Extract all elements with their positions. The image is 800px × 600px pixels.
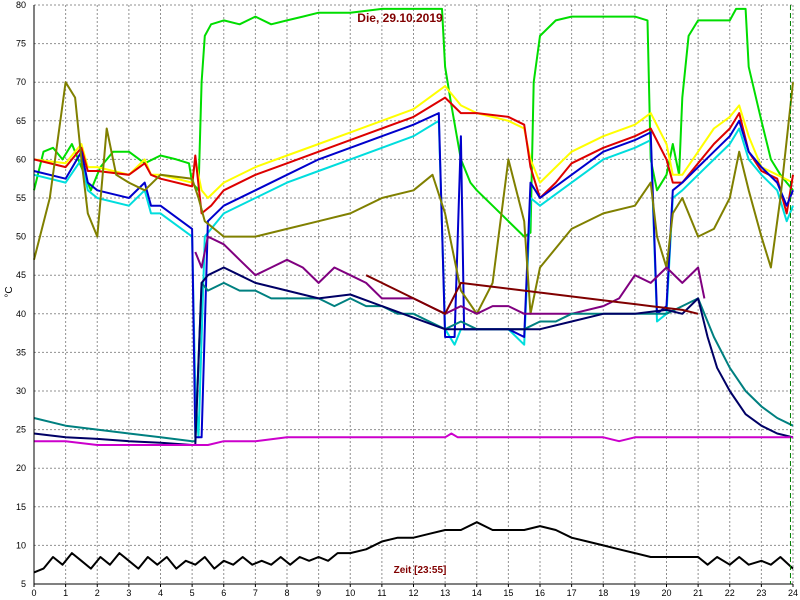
x-tick-label: 0 [31, 588, 36, 598]
x-axis-label: Zeit [23:55] [394, 565, 447, 576]
y-axis-label: °C [4, 286, 15, 297]
y-tick-label: 40 [16, 309, 26, 319]
y-tick-label: 20 [16, 463, 26, 473]
x-tick-labels: 0 1 2 3 4 5 6 7 8 9 10 11 12 13 14 15 16 17 18 19 20 21 22 23 24 [31, 584, 798, 598]
y-tick-label: 75 [16, 39, 26, 49]
y-tick-label: 15 [16, 502, 26, 512]
y-tick-label: 25 [16, 425, 26, 435]
series-line-1 [33, 7, 794, 238]
x-tick-label: 9 [316, 588, 321, 598]
series-line-3 [33, 96, 794, 215]
x-tick-label: 8 [284, 588, 289, 598]
x-tick-label: 18 [598, 588, 608, 598]
y-tick-label: 45 [16, 270, 26, 280]
y-tick-label: 70 [16, 77, 26, 87]
x-tick-label: 2 [95, 588, 100, 598]
x-tick-label: 10 [345, 588, 355, 598]
y-tick-label: 50 [16, 232, 26, 242]
x-tick-label: 19 [630, 588, 640, 598]
series-line-6 [33, 81, 794, 315]
x-tick-label: 13 [440, 588, 450, 598]
x-tick-label: 16 [535, 588, 545, 598]
series-line-4 [33, 119, 794, 439]
series-layer [33, 7, 794, 574]
y-tick-label: 30 [16, 386, 26, 396]
series-line-12 [33, 521, 794, 574]
x-tick-label: 4 [158, 588, 163, 598]
x-tick-label: 24 [788, 588, 798, 598]
y-tick-label: 10 [16, 540, 26, 550]
series-line-11 [34, 432, 793, 446]
x-tick-label: 22 [725, 588, 735, 598]
x-tick-label: 12 [408, 588, 418, 598]
x-tick-label: 7 [253, 588, 258, 598]
series-line-10 [365, 274, 699, 315]
y-tick-label: 55 [16, 193, 26, 203]
y-tick-label: 60 [16, 154, 26, 164]
x-tick-label: 11 [377, 588, 386, 598]
x-tick-label: 23 [756, 588, 766, 598]
series-line-5 [33, 112, 794, 439]
x-tick-label: 3 [126, 588, 131, 598]
x-tick-label: 15 [503, 588, 513, 598]
y-tick-label: 65 [16, 116, 26, 126]
y-tick-label: 5 [21, 579, 26, 589]
x-tick-label: 1 [63, 588, 68, 598]
y-tick-label: 80 [16, 0, 26, 10]
x-tick-label: 21 [693, 588, 703, 598]
chart-title: Die, 29.10.2019 [357, 11, 443, 25]
x-tick-label: 14 [472, 588, 482, 598]
y-tick-labels: 5 10 15 20 25 30 35 40 45 50 55 60 65 70 75 80 [16, 0, 26, 589]
x-tick-label: 5 [190, 588, 195, 598]
x-tick-label: 20 [661, 588, 671, 598]
y-tick-label: 35 [16, 347, 26, 357]
x-tick-label: 17 [567, 588, 577, 598]
x-tick-label: 6 [221, 588, 226, 598]
